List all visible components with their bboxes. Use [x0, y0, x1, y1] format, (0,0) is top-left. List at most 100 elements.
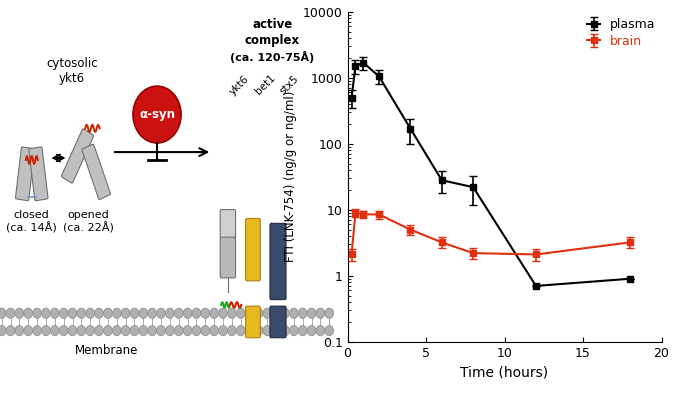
Circle shape	[263, 308, 271, 318]
Circle shape	[325, 325, 333, 336]
Circle shape	[130, 325, 139, 336]
Text: (ca. 120-75Å): (ca. 120-75Å)	[230, 51, 315, 63]
Circle shape	[122, 308, 130, 318]
Text: (ca. 14Å): (ca. 14Å)	[6, 222, 57, 233]
Circle shape	[210, 308, 219, 318]
Circle shape	[307, 308, 316, 318]
Circle shape	[15, 308, 24, 318]
Text: α-syn: α-syn	[139, 108, 175, 121]
Circle shape	[227, 308, 236, 318]
FancyBboxPatch shape	[220, 237, 236, 278]
FancyBboxPatch shape	[220, 209, 236, 238]
Text: ykt6: ykt6	[59, 72, 85, 85]
Circle shape	[24, 325, 32, 336]
Text: opened: opened	[68, 210, 109, 220]
FancyBboxPatch shape	[246, 218, 261, 281]
FancyBboxPatch shape	[82, 144, 111, 199]
Circle shape	[263, 325, 271, 336]
Circle shape	[245, 325, 254, 336]
Circle shape	[254, 308, 263, 318]
Legend: plasma, brain: plasma, brain	[587, 18, 655, 48]
Circle shape	[113, 308, 121, 318]
Circle shape	[103, 325, 112, 336]
Circle shape	[165, 325, 174, 336]
Circle shape	[148, 308, 157, 318]
Circle shape	[298, 325, 307, 336]
Circle shape	[325, 308, 333, 318]
Circle shape	[272, 325, 281, 336]
Circle shape	[219, 308, 227, 318]
Circle shape	[6, 325, 15, 336]
Text: closed: closed	[14, 210, 50, 220]
Circle shape	[51, 325, 59, 336]
Circle shape	[103, 308, 112, 318]
Circle shape	[316, 325, 325, 336]
Circle shape	[113, 325, 121, 336]
Circle shape	[192, 325, 200, 336]
Text: bet1: bet1	[253, 73, 277, 97]
Circle shape	[59, 325, 68, 336]
Circle shape	[219, 325, 227, 336]
X-axis label: Time (hours): Time (hours)	[460, 365, 549, 379]
Circle shape	[0, 325, 6, 336]
Circle shape	[272, 308, 281, 318]
Circle shape	[281, 308, 290, 318]
Circle shape	[77, 308, 86, 318]
Circle shape	[139, 308, 148, 318]
Circle shape	[298, 308, 307, 318]
FancyBboxPatch shape	[270, 306, 286, 338]
Circle shape	[42, 308, 50, 318]
Circle shape	[33, 325, 41, 336]
Circle shape	[174, 308, 183, 318]
Circle shape	[174, 325, 183, 336]
Circle shape	[6, 308, 15, 318]
Y-axis label: FTI (LNK-754) (ng/g or ng/ml): FTI (LNK-754) (ng/g or ng/ml)	[284, 91, 297, 262]
Circle shape	[148, 325, 157, 336]
Text: cytosolic: cytosolic	[46, 57, 98, 70]
Circle shape	[236, 308, 245, 318]
Circle shape	[95, 308, 103, 318]
Text: complex: complex	[245, 34, 300, 47]
Circle shape	[201, 308, 210, 318]
Circle shape	[254, 325, 263, 336]
Circle shape	[165, 308, 174, 318]
Circle shape	[201, 325, 210, 336]
Circle shape	[68, 308, 77, 318]
Circle shape	[316, 308, 325, 318]
Circle shape	[184, 325, 192, 336]
Circle shape	[0, 308, 6, 318]
Circle shape	[77, 325, 86, 336]
Circle shape	[210, 325, 219, 336]
Circle shape	[15, 325, 24, 336]
Circle shape	[281, 325, 290, 336]
Circle shape	[51, 308, 59, 318]
Circle shape	[184, 308, 192, 318]
FancyBboxPatch shape	[270, 223, 286, 299]
Circle shape	[68, 325, 77, 336]
Circle shape	[42, 325, 50, 336]
Circle shape	[122, 325, 130, 336]
Text: (ca. 22Å): (ca. 22Å)	[63, 222, 114, 233]
FancyBboxPatch shape	[246, 306, 261, 338]
Text: stx5: stx5	[278, 74, 301, 97]
Circle shape	[86, 325, 94, 336]
Circle shape	[86, 308, 94, 318]
Circle shape	[290, 325, 298, 336]
Circle shape	[59, 308, 68, 318]
Circle shape	[227, 325, 236, 336]
Circle shape	[139, 325, 148, 336]
Circle shape	[130, 308, 139, 318]
Circle shape	[33, 308, 41, 318]
Circle shape	[133, 86, 181, 143]
Circle shape	[157, 325, 165, 336]
Text: Membrane: Membrane	[75, 344, 138, 357]
Circle shape	[290, 308, 298, 318]
Circle shape	[245, 308, 254, 318]
FancyBboxPatch shape	[29, 147, 48, 201]
Circle shape	[157, 308, 165, 318]
Circle shape	[24, 308, 32, 318]
Circle shape	[192, 308, 200, 318]
Text: active: active	[252, 18, 292, 31]
FancyBboxPatch shape	[16, 147, 34, 201]
FancyBboxPatch shape	[61, 129, 94, 183]
